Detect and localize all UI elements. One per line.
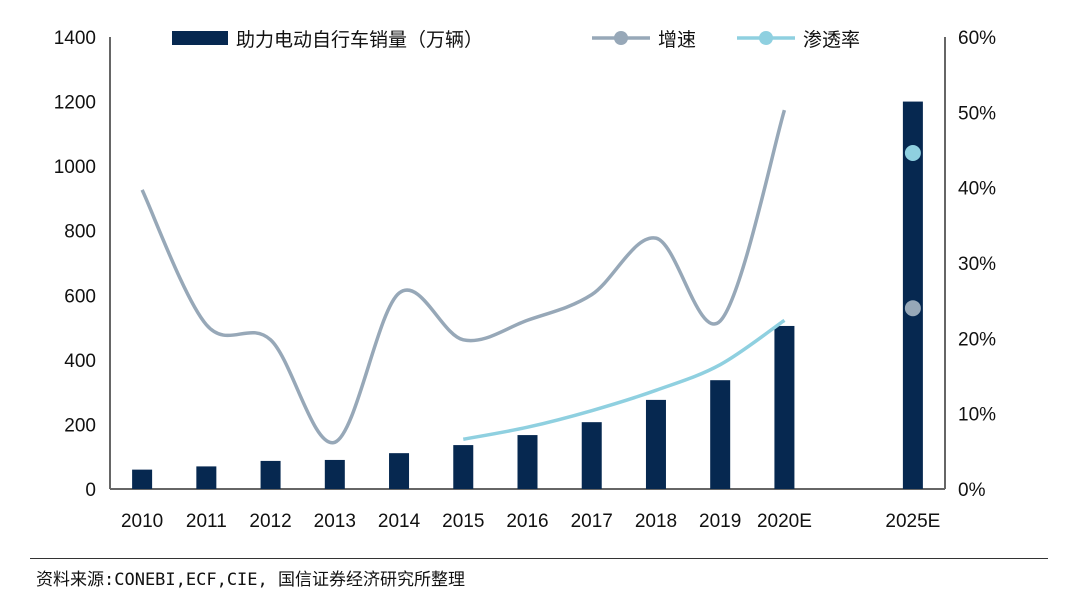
legend-penetration-marker: [759, 31, 773, 45]
y-right-tick-label: 10%: [958, 405, 996, 426]
y-left-tick-label: 1200: [54, 93, 96, 114]
legend-label: 渗透率: [803, 29, 860, 51]
legend-bar-swatch: [172, 31, 228, 45]
x-tick-label: 2017: [571, 511, 613, 532]
bar: [710, 380, 731, 489]
bar: [324, 459, 345, 489]
y-left-tick-label: 400: [64, 351, 96, 372]
x-tick-label: 2013: [314, 511, 356, 532]
bar: [453, 445, 474, 489]
bar: [581, 422, 602, 489]
y-right-tick-label: 0%: [958, 480, 986, 501]
y-right-tick-label: 60%: [958, 28, 996, 49]
bar: [132, 469, 153, 489]
legend-label: 增速: [658, 29, 696, 51]
line-penetration: [462, 318, 786, 441]
source-note: 资料来源:CONEBI,ECF,CIE, 国信证券经济研究所整理: [36, 570, 465, 590]
line-growth: [140, 109, 787, 445]
y-right-tick-label: 30%: [958, 254, 996, 275]
x-tick-label: 2016: [506, 511, 548, 532]
x-tick-label: 2012: [249, 511, 291, 532]
bar: [774, 325, 795, 489]
bar: [902, 101, 923, 490]
y-right-tick-label: 40%: [958, 179, 996, 200]
bar: [517, 435, 538, 489]
x-tick-label: 2018: [635, 511, 677, 532]
x-tick-label: 2015: [442, 511, 484, 532]
legend-label: 助力电动自行车销量（万辆）: [236, 29, 483, 51]
y-right-tick-label: 20%: [958, 329, 996, 350]
bar: [389, 453, 410, 489]
y-left-tick-label: 1400: [54, 28, 96, 49]
x-tick-label: 2019: [699, 511, 741, 532]
y-right-tick-label: 50%: [958, 103, 996, 124]
x-tick-label: 2020E: [757, 511, 812, 532]
y-left-tick-label: 200: [64, 415, 96, 436]
y-left-tick-label: 600: [64, 286, 96, 307]
point-2025e: [904, 300, 921, 317]
divider: [30, 558, 1048, 559]
y-left-tick-label: 1000: [54, 157, 96, 178]
x-tick-label: 2014: [378, 511, 421, 532]
x-tick-label: 2010: [121, 511, 163, 532]
legend-growth-marker: [614, 31, 628, 45]
x-tick-label: 2011: [186, 511, 227, 532]
y-left-tick-label: 800: [64, 222, 96, 243]
y-left-tick-label: 0: [85, 480, 96, 501]
bar: [196, 466, 217, 489]
bar: [260, 460, 281, 489]
x-tick-label: 2025E: [885, 511, 940, 532]
bar: [645, 399, 666, 489]
point-2025e: [904, 145, 921, 162]
